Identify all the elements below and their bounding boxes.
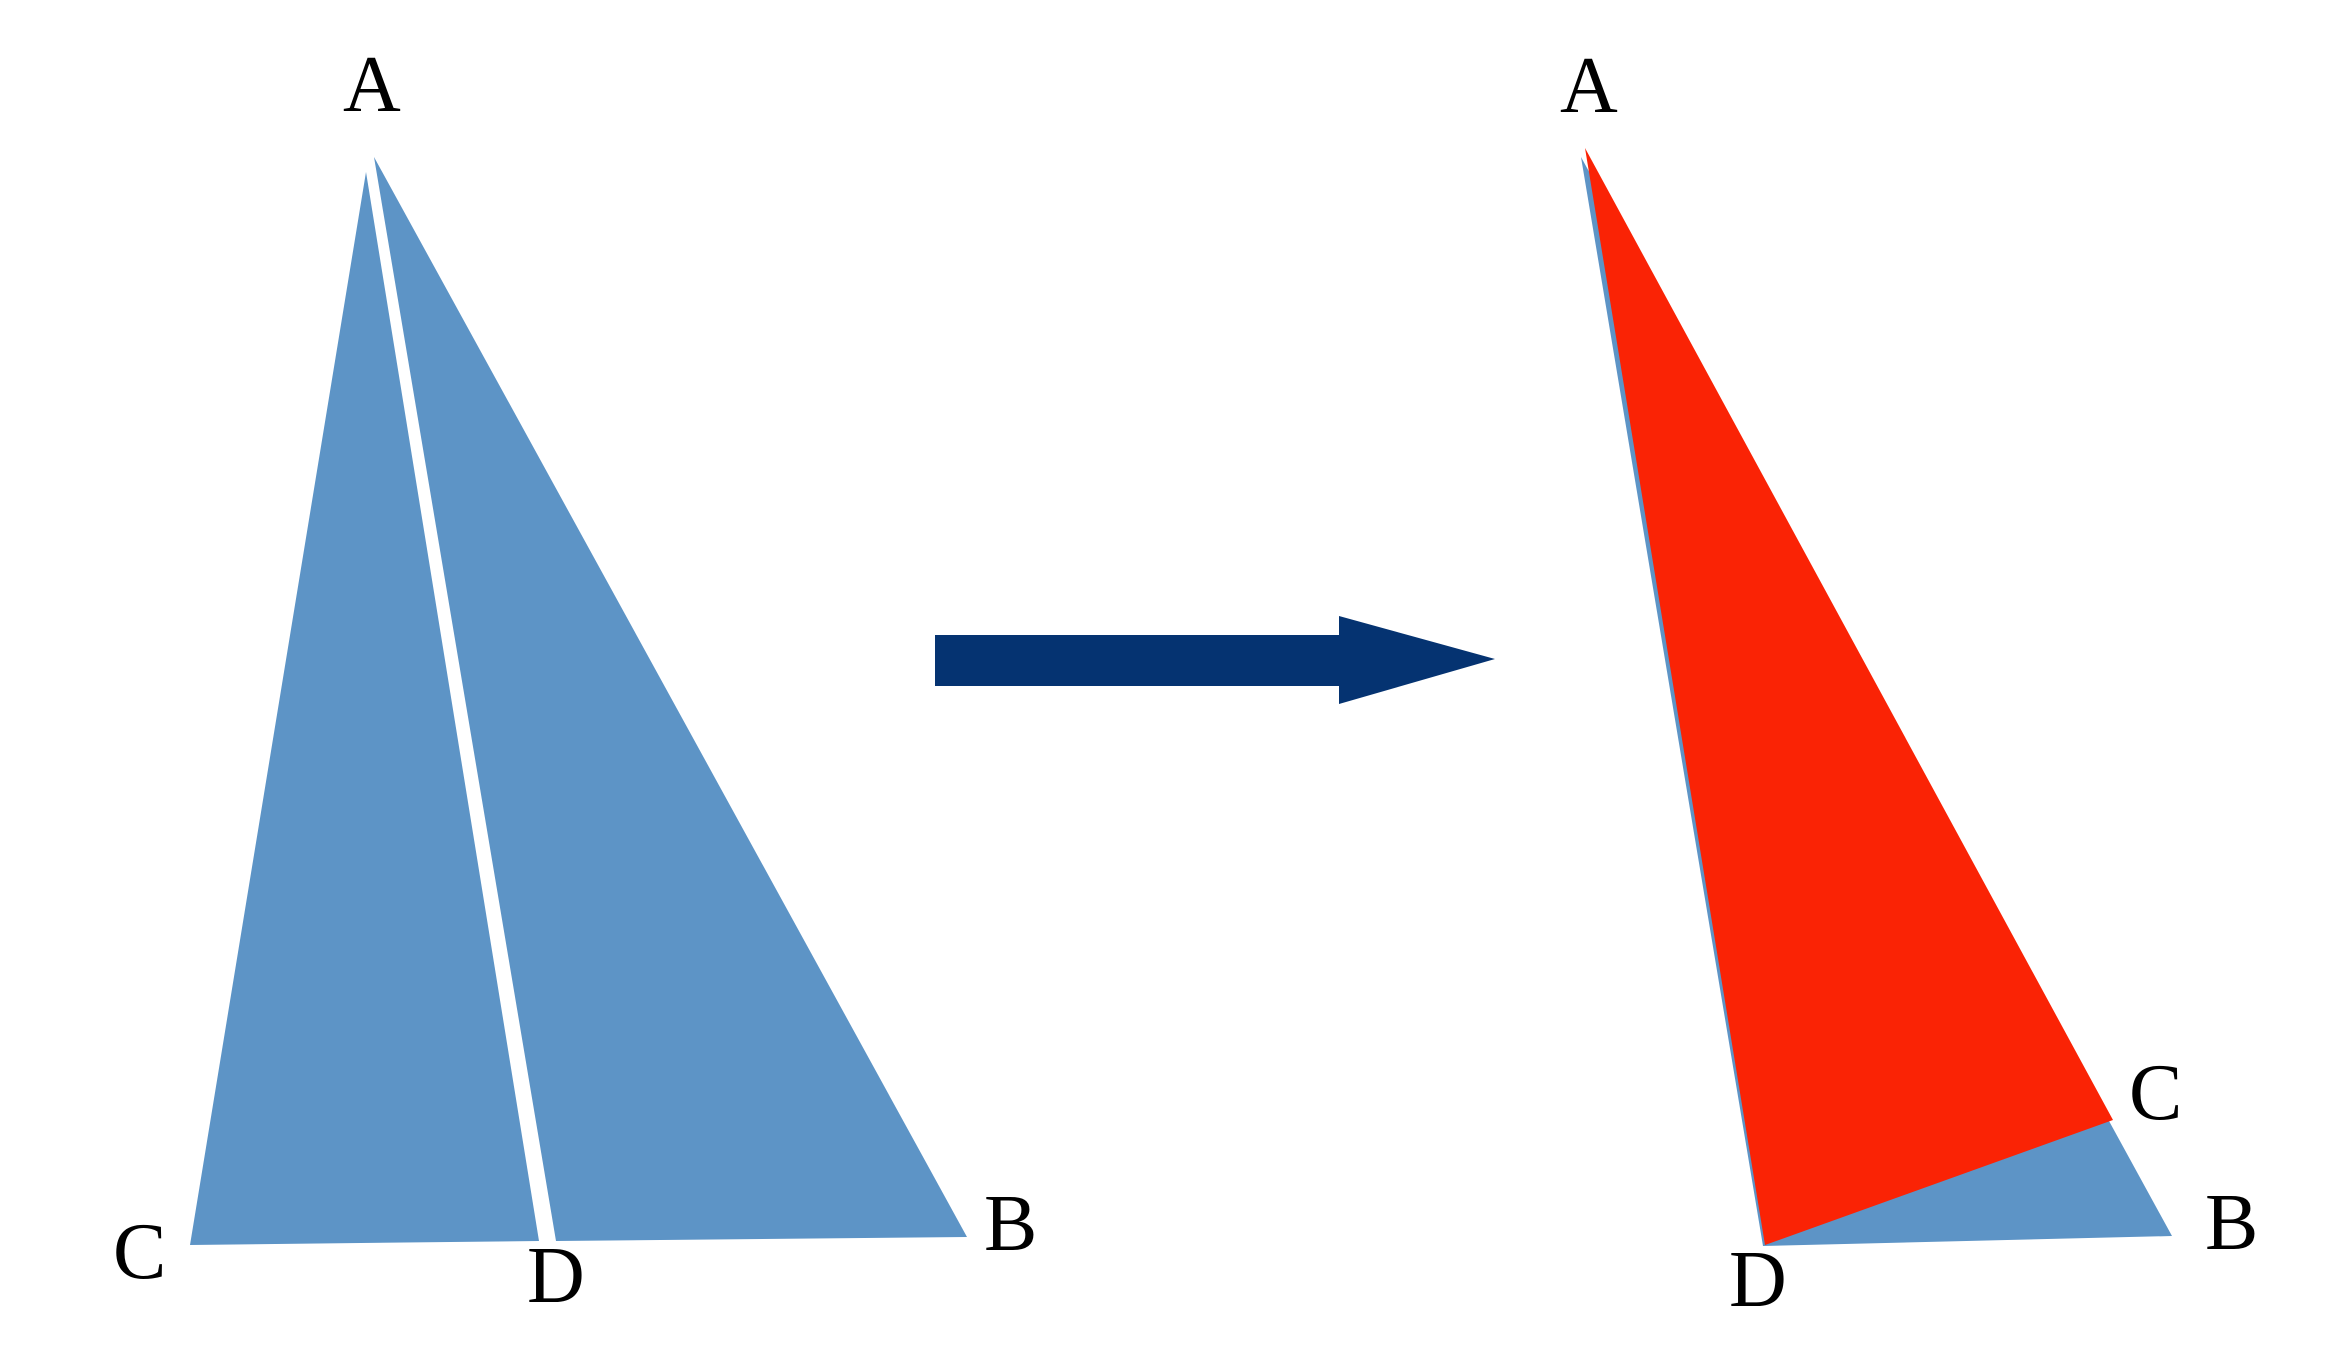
svg-text:A: A [343,41,401,129]
svg-text:D: D [1729,1236,1787,1324]
svg-text:C: C [113,1208,166,1296]
svg-text:C: C [2129,1049,2182,1137]
svg-text:D: D [527,1232,585,1320]
svg-text:A: A [1560,42,1618,130]
svg-text:B: B [2205,1179,2258,1267]
svg-text:B: B [984,1180,1037,1268]
